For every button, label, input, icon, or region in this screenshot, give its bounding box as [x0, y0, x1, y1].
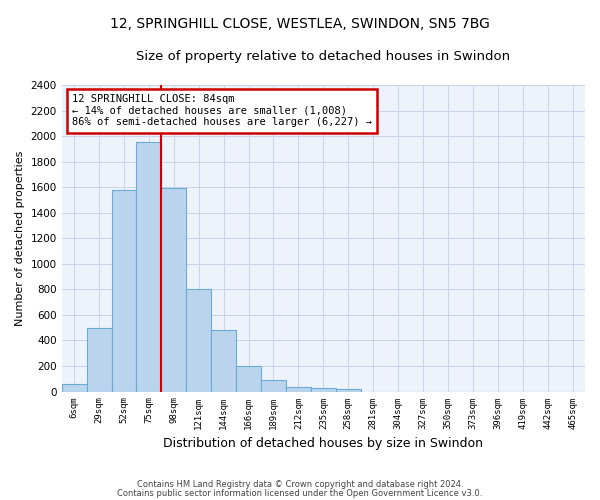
- Bar: [311, 388, 336, 392]
- Bar: [186, 290, 211, 392]
- Bar: [161, 188, 186, 392]
- Text: Contains public sector information licensed under the Open Government Licence v3: Contains public sector information licen…: [118, 489, 482, 498]
- Text: 12, SPRINGHILL CLOSE, WESTLEA, SWINDON, SN5 7BG: 12, SPRINGHILL CLOSE, WESTLEA, SWINDON, …: [110, 18, 490, 32]
- Bar: [86, 328, 112, 392]
- Bar: [112, 190, 136, 392]
- Bar: [261, 380, 286, 392]
- Bar: [286, 387, 311, 392]
- X-axis label: Distribution of detached houses by size in Swindon: Distribution of detached houses by size …: [163, 437, 484, 450]
- Bar: [336, 389, 361, 392]
- Text: Contains HM Land Registry data © Crown copyright and database right 2024.: Contains HM Land Registry data © Crown c…: [137, 480, 463, 489]
- Bar: [236, 366, 261, 392]
- Bar: [136, 142, 161, 392]
- Y-axis label: Number of detached properties: Number of detached properties: [15, 150, 25, 326]
- Text: 12 SPRINGHILL CLOSE: 84sqm
← 14% of detached houses are smaller (1,008)
86% of s: 12 SPRINGHILL CLOSE: 84sqm ← 14% of deta…: [72, 94, 372, 128]
- Bar: [211, 330, 236, 392]
- Title: Size of property relative to detached houses in Swindon: Size of property relative to detached ho…: [136, 50, 511, 63]
- Bar: [62, 384, 86, 392]
